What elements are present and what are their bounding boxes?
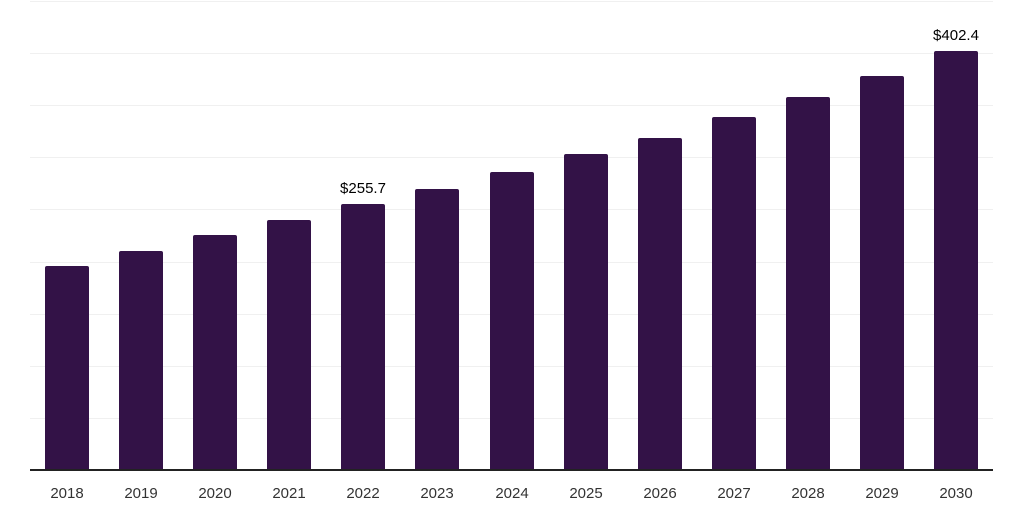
x-tick-2028: 2028 xyxy=(791,485,825,502)
bar-2030 xyxy=(934,51,978,470)
x-axis-line xyxy=(30,469,993,471)
x-tick-2025: 2025 xyxy=(569,485,603,502)
gridline-450 xyxy=(30,1,993,2)
bar-2027 xyxy=(712,117,756,470)
bar-2020 xyxy=(193,235,237,470)
bar-2025 xyxy=(564,154,608,470)
gridline-400 xyxy=(30,53,993,54)
bar-2019 xyxy=(119,251,163,470)
bar-2028 xyxy=(786,97,830,470)
x-tick-2023: 2023 xyxy=(420,485,454,502)
bar-2018 xyxy=(45,266,89,470)
bar-2029 xyxy=(860,76,904,470)
gridline-300 xyxy=(30,157,993,158)
bar-2026 xyxy=(638,138,682,470)
bar-2024 xyxy=(490,172,534,470)
x-tick-2019: 2019 xyxy=(124,485,158,502)
bar-2023 xyxy=(415,189,459,470)
gridline-350 xyxy=(30,105,993,106)
bar-2022 xyxy=(341,204,385,470)
x-tick-2021: 2021 xyxy=(272,485,306,502)
x-tick-2022: 2022 xyxy=(346,485,380,502)
x-tick-2030: 2030 xyxy=(939,485,973,502)
x-tick-2020: 2020 xyxy=(198,485,232,502)
x-tick-2029: 2029 xyxy=(865,485,899,502)
x-tick-2027: 2027 xyxy=(717,485,751,502)
data-label-2022: $255.7 xyxy=(340,180,386,197)
x-tick-2018: 2018 xyxy=(50,485,84,502)
x-tick-2024: 2024 xyxy=(495,485,529,502)
bar-2021 xyxy=(267,220,311,470)
data-label-2030: $402.4 xyxy=(933,27,979,44)
x-tick-2026: 2026 xyxy=(643,485,677,502)
